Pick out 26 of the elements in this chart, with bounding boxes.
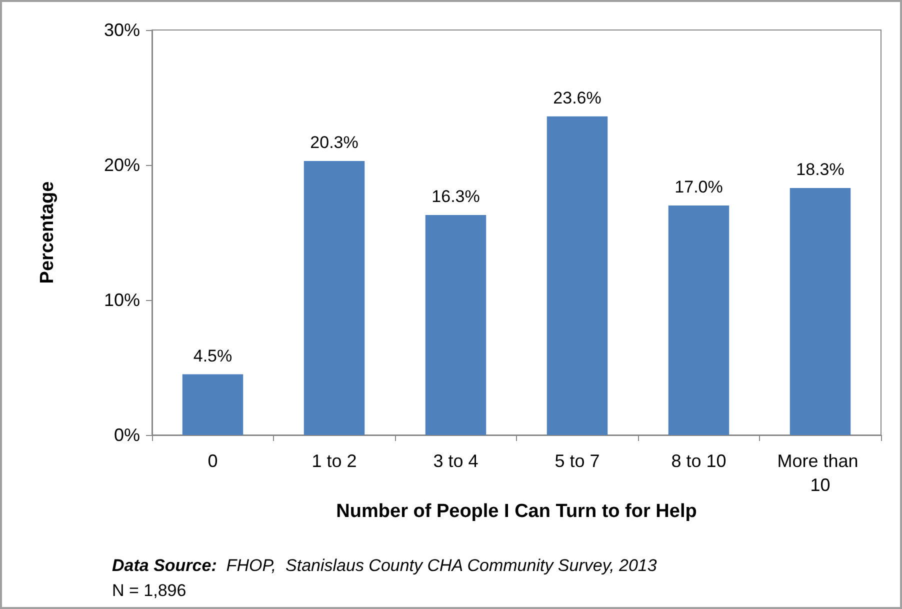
x-tick-label: More than 10 xyxy=(777,451,864,495)
source-note: Data Source: FHOP, Stanislaus County CHA Community Survey, 2013 xyxy=(112,556,658,575)
bar xyxy=(304,160,365,435)
bar xyxy=(668,206,730,435)
data-label: 20.3% xyxy=(310,132,358,152)
text: N = 1,896 xyxy=(112,581,186,600)
x-tick-label: 5 to 7 xyxy=(554,451,600,471)
bar xyxy=(182,374,244,435)
x-tick-label: 3 to 4 xyxy=(433,451,478,471)
data-label: 16.3% xyxy=(432,186,480,206)
x-axis-title: Number of People I Can Turn to for Help xyxy=(336,500,697,522)
x-tick-label: 8 to 10 xyxy=(671,451,726,471)
y-tick-label: 10% xyxy=(104,290,140,310)
bar xyxy=(790,188,851,435)
bar xyxy=(425,214,486,435)
data-label: 4.5% xyxy=(193,346,232,366)
data-label: 18.3% xyxy=(796,160,844,179)
data-label: 23.6% xyxy=(553,88,602,108)
x-tick-label: 1 to 2 xyxy=(312,451,357,471)
bar xyxy=(546,116,608,435)
y-tick-label: 0% xyxy=(114,425,140,445)
y-tick-label: 30% xyxy=(104,20,140,40)
y-axis-title: Percentage xyxy=(37,181,58,284)
x-tick-label: 0 xyxy=(208,451,218,471)
data-label: 17.0% xyxy=(674,178,723,196)
y-tick-label: 20% xyxy=(104,155,140,175)
